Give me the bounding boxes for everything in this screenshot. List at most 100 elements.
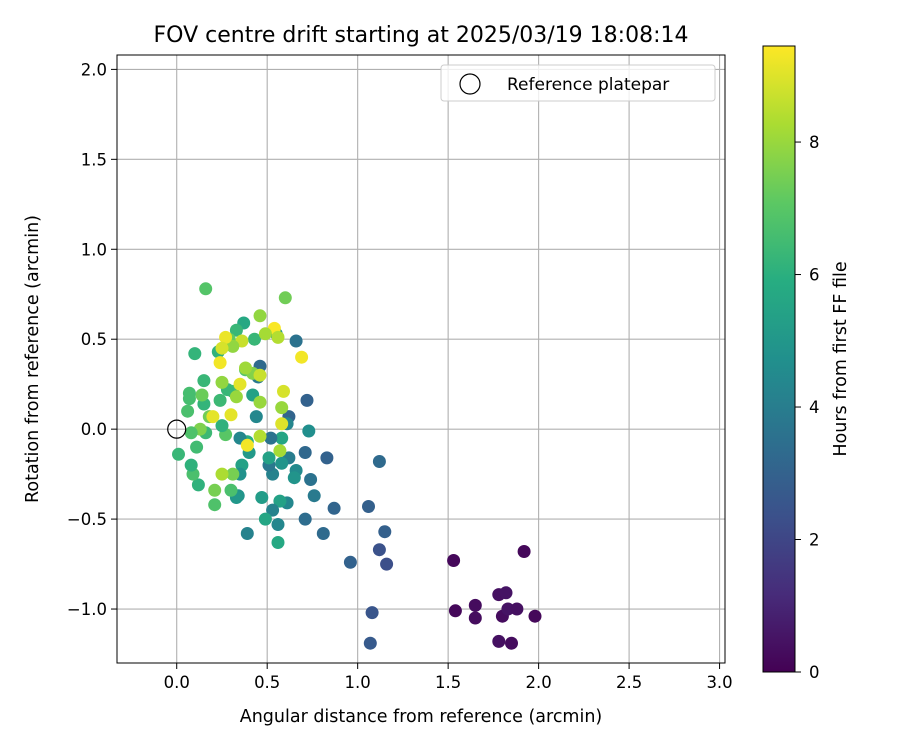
data-point <box>253 395 267 409</box>
data-point <box>295 350 309 364</box>
legend: Reference platepar <box>440 64 716 102</box>
data-point <box>224 408 238 422</box>
y-tick-label: 2.0 <box>81 60 107 79</box>
data-point <box>372 543 386 557</box>
data-point <box>343 555 357 569</box>
y-axis-ticks: −1.0 −0.5 0.0 0.5 1.0 1.5 2.0 <box>67 60 117 619</box>
data-point <box>262 451 276 465</box>
data-point <box>215 419 229 433</box>
data-point <box>184 458 198 472</box>
x-tick-label: 0.5 <box>254 673 280 692</box>
data-point <box>273 494 287 508</box>
data-point <box>528 609 542 623</box>
x-tick-label: 3.0 <box>706 673 732 692</box>
data-point <box>271 518 285 531</box>
data-point <box>239 361 252 375</box>
data-point <box>215 341 229 355</box>
data-point <box>289 334 303 348</box>
data-point <box>240 438 254 452</box>
data-point <box>362 500 375 513</box>
data-point <box>213 356 227 370</box>
grid <box>117 55 725 663</box>
x-tick-label: 2.0 <box>525 673 551 692</box>
data-point <box>298 446 312 459</box>
data-point <box>499 586 513 600</box>
data-point <box>197 374 211 388</box>
data-point <box>468 611 482 625</box>
data-point <box>320 451 334 465</box>
data-point <box>278 291 292 305</box>
colorbar-tick-label: 0 <box>809 663 820 682</box>
data-point <box>448 604 462 618</box>
data-point <box>224 483 238 497</box>
data-point <box>253 368 267 382</box>
data-point <box>304 473 318 486</box>
data-points <box>172 282 542 650</box>
data-point <box>258 327 272 341</box>
data-point <box>298 512 312 526</box>
data-point <box>264 431 278 445</box>
colorbar-tick-label: 8 <box>809 133 820 152</box>
legend-label: Reference platepar <box>507 75 669 95</box>
data-point <box>501 602 515 616</box>
y-tick-label: −1.0 <box>67 600 107 619</box>
reference-platepar-marker <box>167 419 187 439</box>
data-point <box>215 467 229 481</box>
data-point <box>327 501 341 515</box>
data-point <box>255 491 269 504</box>
colorbar-tick-label: 2 <box>809 531 820 550</box>
data-point <box>275 431 289 445</box>
data-point <box>287 471 301 485</box>
data-point <box>316 527 330 540</box>
data-point <box>271 330 285 344</box>
data-point <box>275 401 289 415</box>
data-point <box>253 309 267 323</box>
data-point <box>300 393 314 407</box>
data-point <box>249 410 263 424</box>
data-point <box>275 456 289 470</box>
data-point <box>275 417 289 431</box>
data-point <box>380 557 394 571</box>
data-point <box>195 388 209 402</box>
data-point <box>505 636 518 650</box>
data-point <box>253 429 267 443</box>
data-point <box>277 384 290 398</box>
data-point <box>273 444 287 458</box>
x-axis-label: Angular distance from reference (arcmin) <box>240 707 603 727</box>
data-point <box>191 478 205 492</box>
data-point <box>258 512 272 526</box>
data-point <box>208 483 222 497</box>
data-point <box>229 390 243 404</box>
data-point <box>199 282 213 296</box>
data-point <box>240 527 254 540</box>
x-tick-label: 1.5 <box>435 673 461 692</box>
y-axis-label: Rotation from reference (arcmin) <box>23 215 43 503</box>
data-point <box>226 467 240 481</box>
x-tick-label: 0.0 <box>164 673 190 692</box>
data-point <box>517 545 531 558</box>
data-point <box>468 598 482 612</box>
data-point <box>213 393 227 407</box>
chart-title: FOV centre drift starting at 2025/03/19 … <box>154 23 689 48</box>
x-tick-label: 2.5 <box>616 673 642 692</box>
colorbar-tick-label: 4 <box>809 398 820 417</box>
data-point <box>172 447 185 461</box>
data-point <box>363 636 377 650</box>
data-point <box>492 634 506 648</box>
data-point <box>510 602 524 616</box>
data-point <box>184 426 198 440</box>
data-point <box>190 440 204 454</box>
data-point <box>182 392 196 406</box>
data-point <box>302 424 316 438</box>
data-point <box>307 489 321 503</box>
data-point <box>219 330 233 344</box>
data-point <box>215 375 229 389</box>
data-point <box>365 606 379 620</box>
data-point <box>229 323 243 337</box>
data-point <box>447 554 461 567</box>
data-point <box>181 404 195 418</box>
legend-box <box>440 64 716 102</box>
colorbar-label: Hours from first FF file <box>831 261 851 456</box>
colorbar-tick-label: 6 <box>809 266 820 285</box>
